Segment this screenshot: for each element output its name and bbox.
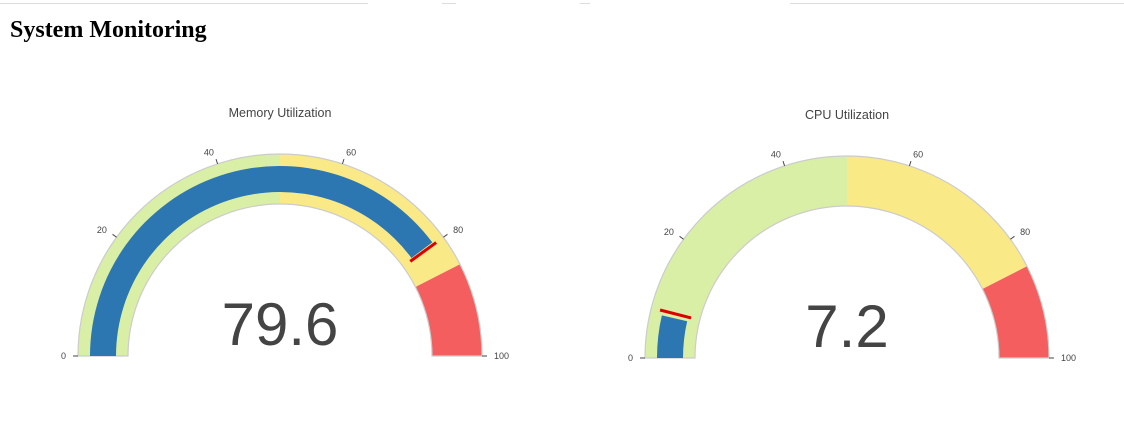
memory-value-bar <box>90 165 433 356</box>
top-rule-mid-1 <box>442 3 456 4</box>
cpu-gauge-title: CPU Utilization <box>805 108 889 122</box>
cpu-tick-label-60: 60 <box>913 149 923 159</box>
cpu-tick-20 <box>679 235 684 240</box>
cpu-value-bar <box>657 315 688 358</box>
cpu-tick-80 <box>1010 235 1015 240</box>
memory-gauge-title: Memory Utilization <box>229 106 332 120</box>
cpu-step-2 <box>982 266 1049 358</box>
cpu-tick-label-20: 20 <box>664 227 674 237</box>
memory-threshold-line <box>409 241 438 263</box>
memory-tick-20 <box>112 233 117 238</box>
memory-tick-60 <box>341 158 345 165</box>
cpu-gauge-value: 7.2 <box>805 293 888 360</box>
memory-step-2 <box>415 264 482 356</box>
cpu-gauge-border <box>644 155 1050 359</box>
memory-tick-label-20: 20 <box>97 225 107 235</box>
memory-gauge-border <box>77 153 483 357</box>
cpu-tick-label-80: 80 <box>1020 227 1030 237</box>
memory-gauge-value: 79.6 <box>222 291 339 358</box>
memory-tick-40 <box>215 158 219 165</box>
cpu-tick-40 <box>782 160 786 167</box>
memory-step-0 <box>78 154 280 356</box>
memory-tick-label-40: 40 <box>204 147 214 157</box>
cpu-tick-label-0: 0 <box>628 353 633 363</box>
memory-tick-label-60: 60 <box>346 147 356 157</box>
memory-tick-label-0: 0 <box>61 351 66 361</box>
cpu-tick-label-40: 40 <box>771 149 781 159</box>
page-title: System Monitoring <box>10 17 207 43</box>
cpu-tick-label-100: 100 <box>1061 353 1076 363</box>
memory-tick-label-100: 100 <box>494 351 509 361</box>
top-rule-right <box>790 3 1124 4</box>
memory-tick-80 <box>443 233 448 238</box>
top-rule-mid-2 <box>580 3 590 4</box>
top-rule-left <box>0 3 368 4</box>
cpu-tick-60 <box>908 160 912 167</box>
cpu-step-1 <box>847 156 1027 289</box>
cpu-step-0 <box>645 156 847 358</box>
cpu-threshold-line <box>659 308 692 320</box>
memory-tick-label-80: 80 <box>453 225 463 235</box>
